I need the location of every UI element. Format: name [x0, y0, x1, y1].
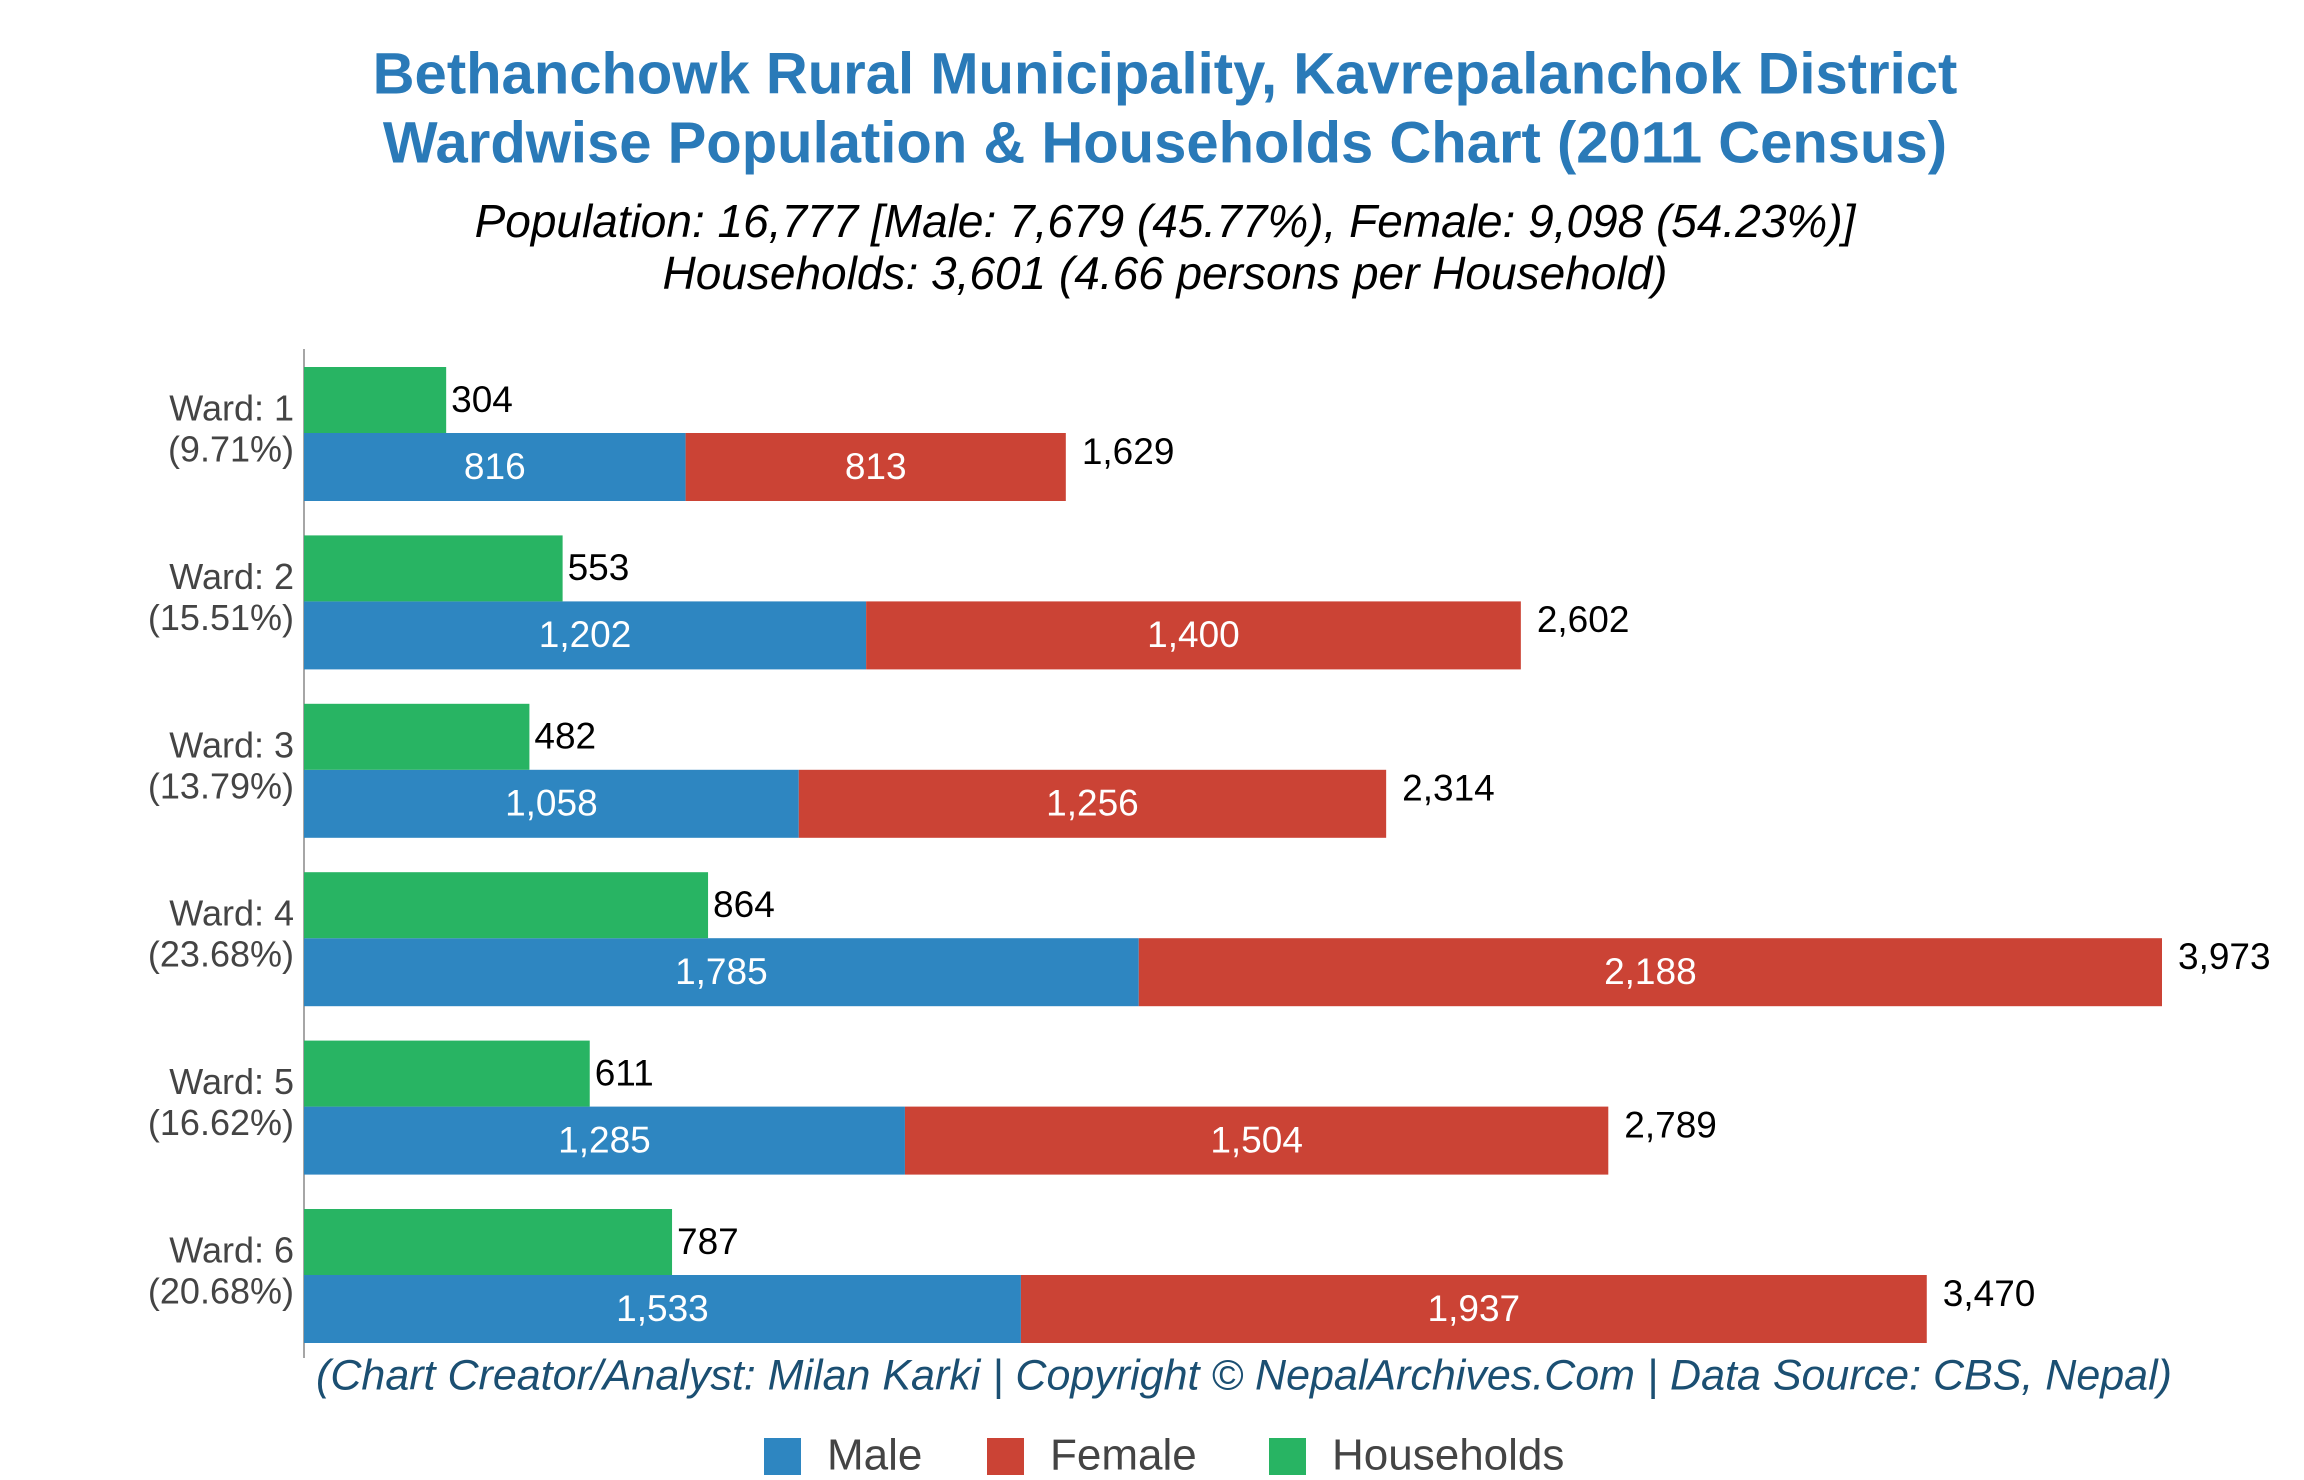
value-label: 2,188: [1604, 951, 1697, 992]
value-label: 816: [464, 446, 526, 487]
value-label: 1,285: [558, 1119, 651, 1160]
y-tick-label: Ward: 5: [169, 1061, 294, 1102]
total-label: 2,789: [1624, 1104, 1717, 1145]
bar: [304, 535, 563, 602]
bar: [304, 1040, 590, 1107]
value-label: 813: [845, 446, 907, 487]
value-label: 1,937: [1428, 1288, 1521, 1329]
value-label: 1,202: [539, 614, 632, 655]
value-label: 482: [534, 716, 596, 757]
y-tick-label: Ward: 6: [169, 1230, 294, 1271]
value-label: 787: [677, 1221, 739, 1262]
bar-segment: [304, 433, 686, 501]
bar-segment: [304, 938, 1139, 1007]
bar-segment: [798, 769, 1387, 838]
legend-swatch: [987, 1438, 1024, 1475]
bar-segment: [866, 601, 1521, 670]
y-tick-label: (20.68%): [148, 1271, 294, 1312]
total-label: 2,314: [1402, 768, 1495, 809]
value-label: 1,785: [675, 951, 768, 992]
legend-label: Households: [1332, 1431, 1564, 1480]
bar-segment: [904, 1106, 1609, 1175]
chart-subtitle: Population: 16,777 [Male: 7,679 (45.77%)…: [475, 195, 1857, 247]
total-label: 2,602: [1537, 599, 1630, 640]
y-tick-label: (9.71%): [168, 429, 294, 470]
y-tick-label: (15.51%): [148, 597, 294, 638]
value-label: 864: [713, 884, 775, 925]
bar-segment: [685, 433, 1066, 501]
credit: (Chart Creator/Analyst: Milan Karki | Co…: [316, 1351, 2172, 1399]
y-tick-label: Ward: 4: [169, 893, 294, 934]
bar: [304, 872, 709, 939]
y-tick-label: Ward: 2: [169, 556, 294, 597]
chart-title: Wardwise Population & Households Chart (…: [383, 110, 1947, 175]
value-label: 1,058: [505, 783, 598, 824]
legend-swatch: [764, 1438, 801, 1475]
bar-segment: [304, 1106, 905, 1175]
bar-segment: [304, 769, 799, 838]
bar: [304, 703, 530, 770]
y-tick-label: (16.62%): [148, 1102, 294, 1143]
total-label: 3,470: [1943, 1273, 2036, 1314]
y-tick-label: (23.68%): [148, 934, 294, 975]
legend-swatch: [1269, 1438, 1306, 1475]
value-label: 1,504: [1210, 1119, 1303, 1160]
y-tick-label: Ward: 1: [169, 388, 294, 429]
total-label: 3,973: [2178, 936, 2271, 977]
value-label: 1,533: [616, 1288, 709, 1329]
bar: [304, 367, 447, 433]
y-tick-label: (13.79%): [148, 765, 294, 806]
y-tick-label: Ward: 3: [169, 724, 294, 765]
chart-subtitle: Households: 3,601 (4.66 persons per Hous…: [663, 247, 1668, 299]
total-label: 1,629: [1082, 431, 1175, 472]
value-label: 1,256: [1046, 783, 1139, 824]
bar-segment: [304, 601, 867, 670]
value-label: 1,400: [1147, 614, 1240, 655]
bar-segment: [304, 1275, 1021, 1343]
legend-label: Female: [1050, 1431, 1197, 1480]
bar-segment: [1020, 1275, 1927, 1343]
legend-label: Male: [827, 1431, 922, 1480]
chart-title: Bethanchowk Rural Municipality, Kavrepal…: [373, 41, 1958, 106]
value-label: 553: [568, 547, 630, 588]
bar: [304, 1209, 673, 1275]
bar-segment: [1138, 938, 2162, 1007]
value-label: 611: [595, 1052, 654, 1093]
value-label: 304: [451, 379, 513, 420]
